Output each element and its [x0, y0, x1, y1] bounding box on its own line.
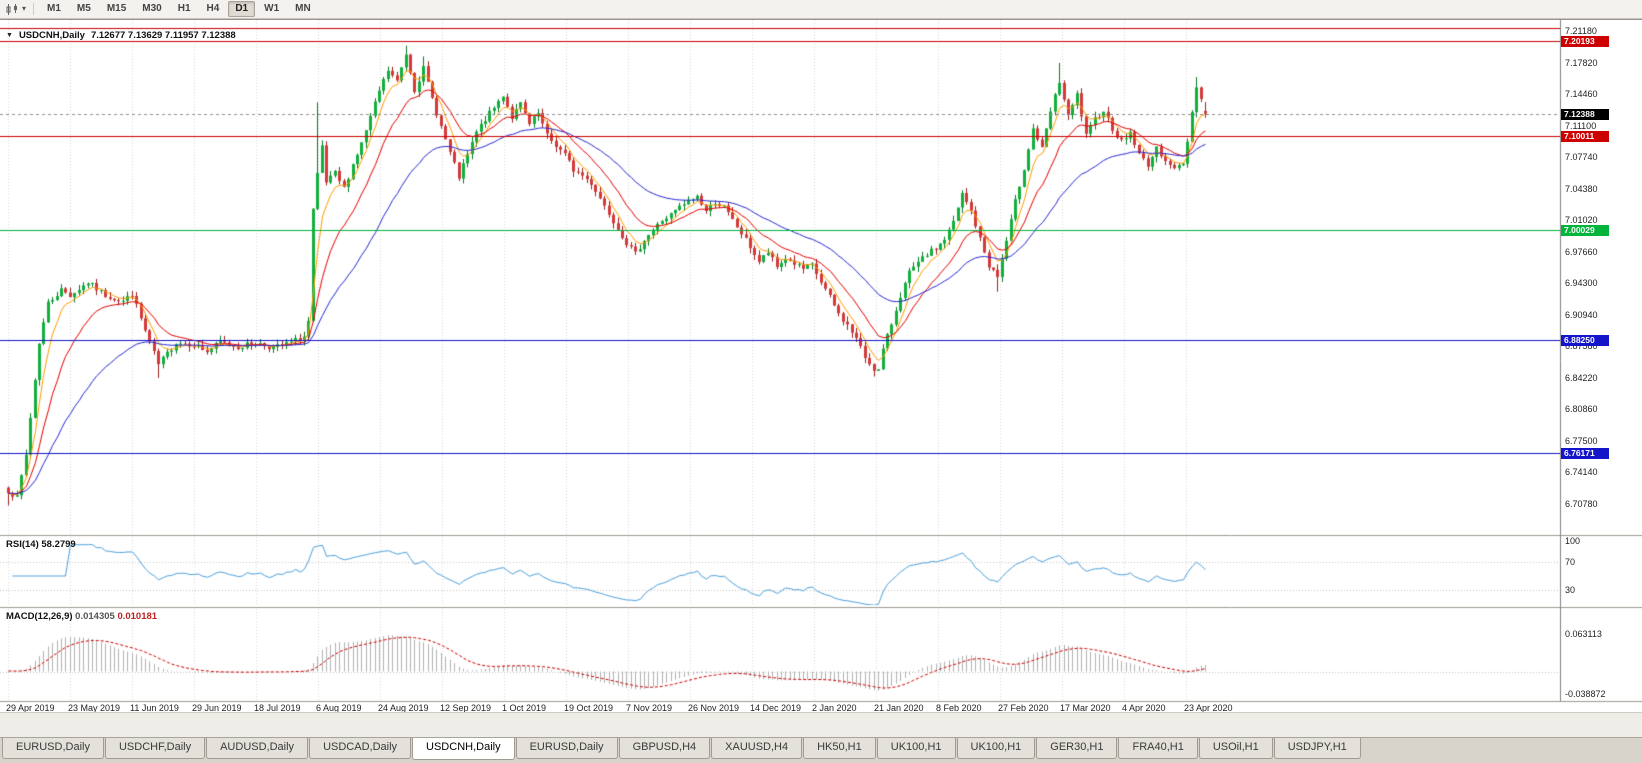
date-axis-label: 26 Nov 2019 — [688, 703, 740, 713]
price-level-badge: 7.20193 — [1561, 36, 1609, 47]
date-axis-label: 7 Nov 2019 — [626, 703, 673, 713]
macd-axis-label: 0.063113 — [1565, 629, 1602, 639]
tab-eurusd-daily[interactable]: EURUSD,Daily — [2, 738, 104, 759]
current-price-badge: 7.12388 — [1561, 109, 1609, 120]
tab-audusd-daily[interactable]: AUDUSD,Daily — [206, 738, 309, 759]
price-axis-label: 7.04380 — [1565, 184, 1598, 194]
collapse-chart-icon[interactable]: ▼ — [6, 32, 13, 39]
tab-usdjpy-h1[interactable]: USDJPY,H1 — [1273, 738, 1361, 759]
price-axis-label: 7.17820 — [1565, 58, 1598, 68]
date-axis-label: 27 Feb 2020 — [998, 703, 1049, 713]
tab-eurusd-daily[interactable]: EURUSD,Daily — [515, 738, 618, 759]
timeframe-button-m1[interactable]: M1 — [47, 3, 61, 14]
date-axis-label: 14 Dec 2019 — [750, 703, 802, 713]
date-axis-label: 19 Oct 2019 — [564, 703, 614, 713]
date-axis-label: 1 Oct 2019 — [502, 703, 547, 713]
price-axis-label: 6.80860 — [1565, 404, 1598, 414]
timeframe-button-m30[interactable]: M30 — [142, 3, 162, 14]
candlestick-chart-icon — [6, 3, 17, 15]
date-axis-label: 18 Jul 2019 — [254, 703, 301, 713]
tab-ger30-h1[interactable]: GER30,H1 — [1036, 738, 1118, 759]
rsi-name: RSI(14) — [6, 539, 39, 550]
timeframe-button-mn[interactable]: MN — [295, 3, 311, 14]
rsi-value: 58.2799 — [41, 539, 76, 550]
chart-window: ▼ USDCNH,Daily 7.12677 7.13629 7.11957 7… — [0, 19, 1642, 713]
price-level-badge: 7.00029 — [1561, 225, 1609, 236]
date-axis-label: 17 Mar 2020 — [1060, 703, 1111, 713]
tab-uk100-h1[interactable]: UK100,H1 — [876, 738, 956, 759]
price-axis-label: 6.74140 — [1565, 467, 1598, 477]
date-axis-label: 23 May 2019 — [68, 703, 121, 713]
timeframe-buttons: M1 M5 M15 M30 H1 H4 D1 W1 MN — [39, 1, 319, 17]
tab-xauusd-h4[interactable]: XAUUSD,H4 — [711, 738, 803, 759]
tab-usdcnh-daily[interactable]: USDCNH,Daily — [412, 738, 515, 760]
timeframe-button-d1[interactable]: D1 — [228, 1, 256, 17]
rsi-axis-label: 30 — [1565, 585, 1576, 595]
chart-tools-icon[interactable]: ▾ — [4, 3, 31, 15]
chart-symbol-timeframe: USDCNH,Daily — [18, 30, 85, 41]
price-chart-canvas[interactable] — [0, 20, 1642, 713]
price-axis-label: 7.11100 — [1565, 121, 1597, 131]
chevron-down-icon: ▾ — [22, 4, 27, 13]
date-axis-label: 29 Apr 2019 — [6, 703, 55, 713]
date-axis-label: 11 Jun 2019 — [130, 703, 179, 713]
rsi-indicator-label: RSI(14) 58.2799 — [6, 539, 76, 550]
price-axis-label: 7.14460 — [1565, 89, 1598, 99]
tab-hk50-h1[interactable]: HK50,H1 — [803, 738, 876, 759]
top-toolbar: ▾ M1 M5 M15 M30 H1 H4 D1 W1 MN — [0, 0, 1642, 19]
timeframe-button-h1[interactable]: H1 — [177, 3, 191, 14]
date-axis-label: 21 Jan 2020 — [874, 703, 924, 713]
date-axis-label: 2 Jan 2020 — [812, 703, 857, 713]
timeframe-button-m5[interactable]: M5 — [76, 3, 91, 14]
price-axis-label: 6.77500 — [1565, 436, 1598, 446]
macd-axis-label: -0.038872 — [1565, 689, 1606, 699]
price-level-badge: 7.10011 — [1561, 131, 1609, 142]
rsi-axis-label: 70 — [1565, 557, 1576, 567]
macd-main-value: 0.014305 — [75, 611, 115, 622]
timeframe-button-m15[interactable]: M15 — [106, 3, 127, 14]
date-axis-label: 6 Aug 2019 — [316, 703, 362, 713]
tab-uk100-h1[interactable]: UK100,H1 — [956, 738, 1036, 759]
price-axis-label: 6.84220 — [1565, 373, 1598, 383]
price-axis-label: 7.21180 — [1565, 26, 1597, 36]
rsi-axis-label: 100 — [1565, 536, 1581, 546]
date-axis-label: 24 Aug 2019 — [378, 703, 429, 713]
macd-name: MACD(12,26,9) — [6, 611, 73, 622]
chart-ohlc-values: 7.12677 7.13629 7.11957 7.12388 — [90, 30, 236, 41]
tab-usdcad-daily[interactable]: USDCAD,Daily — [309, 738, 412, 759]
date-axis-label: 8 Feb 2020 — [936, 703, 982, 713]
price-level-badge: 6.88250 — [1561, 335, 1609, 346]
chart-title: ▼ USDCNH,Daily 7.12677 7.13629 7.11957 7… — [6, 30, 236, 41]
date-axis-label: 29 Jun 2019 — [192, 703, 242, 713]
tab-fra40-h1[interactable]: FRA40,H1 — [1118, 738, 1198, 759]
tab-usoil-h1[interactable]: USOil,H1 — [1198, 738, 1273, 759]
toolbar-separator — [33, 3, 35, 15]
date-axis-label: 23 Apr 2020 — [1184, 703, 1233, 713]
chart-tabs: EURUSD,Daily USDCHF,Daily AUDUSD,Daily USDC… — [0, 737, 1642, 763]
date-axis-label: 12 Sep 2019 — [440, 703, 492, 713]
tab-gbpusd-h4[interactable]: GBPUSD,H4 — [618, 738, 711, 759]
bottom-strip — [0, 712, 1642, 737]
macd-signal-value: 0.010181 — [117, 611, 158, 622]
tab-usdchf-daily[interactable]: USDCHF,Daily — [104, 738, 206, 759]
price-axis-label: 7.07740 — [1565, 152, 1598, 162]
price-axis-label: 6.90940 — [1565, 310, 1598, 320]
price-axis-label: 6.97660 — [1565, 247, 1598, 257]
timeframe-button-w1[interactable]: W1 — [264, 3, 280, 14]
price-axis-label: 6.87580 — [1565, 341, 1598, 351]
date-axis-label: 4 Apr 2020 — [1122, 703, 1166, 713]
price-axis-label: 6.94300 — [1565, 278, 1598, 288]
price-axis-label: 7.01020 — [1565, 215, 1598, 225]
price-axis-label: 6.70780 — [1565, 499, 1598, 509]
price-level-badge: 6.76171 — [1561, 448, 1609, 459]
timeframe-button-h4[interactable]: H4 — [206, 3, 220, 14]
macd-indicator-label: MACD(12,26,9) 0.014305 0.010181 — [6, 611, 157, 622]
